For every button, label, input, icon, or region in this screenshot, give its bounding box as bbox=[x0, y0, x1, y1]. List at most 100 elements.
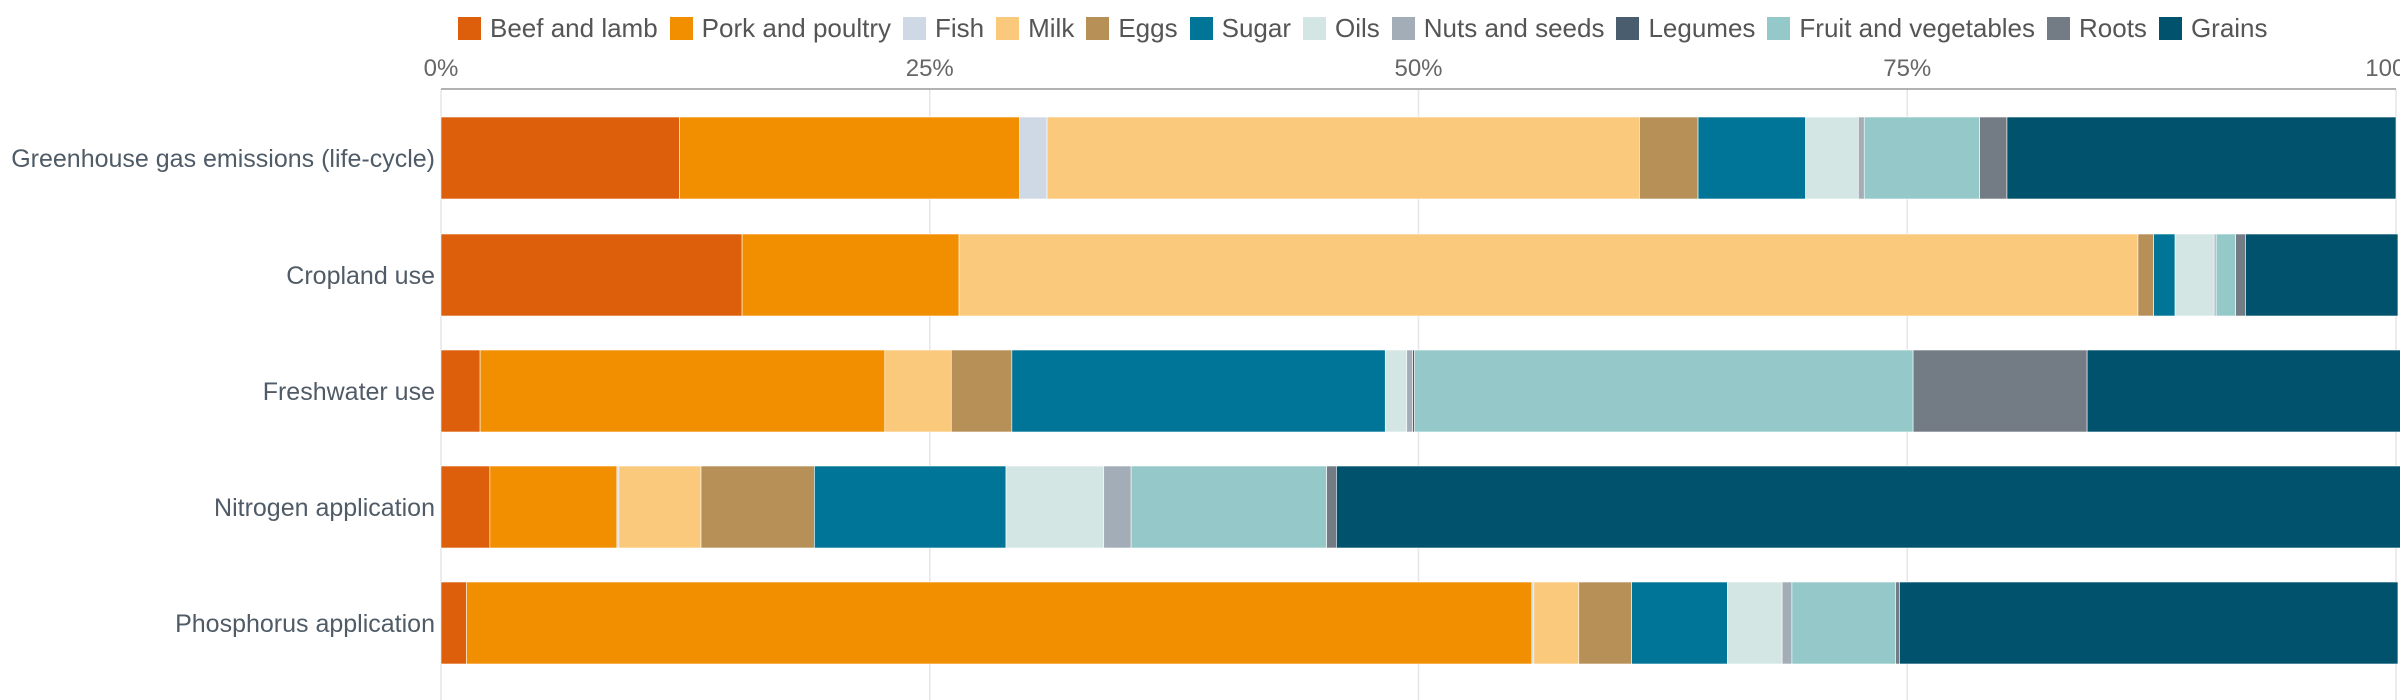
bar-segment: Sugar: 4.9% bbox=[1631, 581, 1728, 665]
bar-segment: Roots: 1.4% bbox=[1979, 116, 2008, 200]
bar-segment: Beef and lamb: 2.5% bbox=[440, 465, 491, 549]
bar-segment: Oils: 2.8% bbox=[1727, 581, 1783, 665]
bar-segment: Milk: 4.2% bbox=[618, 465, 702, 549]
bar-segment: Oils: 1.1% bbox=[1384, 349, 1408, 433]
bar-segment: Fruit and vegetables: 1% bbox=[2215, 233, 2236, 317]
bar-segment: Grains: 7.8% bbox=[2245, 233, 2399, 317]
bar-segment: Fruit and vegetables: 5.9% bbox=[1863, 116, 1980, 200]
x-tick-label: 100% bbox=[2365, 55, 2400, 82]
bar-segment: Grains: 54.6% bbox=[1336, 465, 2400, 549]
legend-item: Fruit and vegetables bbox=[1767, 13, 2035, 44]
category-label: Nitrogen application bbox=[214, 494, 435, 522]
bar-row: Beef and lamb: 1.3%Pork and poultry: 54.… bbox=[440, 581, 2399, 665]
x-tick-label: 75% bbox=[1883, 55, 1931, 82]
bar-segment: Beef and lamb: 1.3% bbox=[440, 581, 467, 665]
legend-item: Grains bbox=[2158, 13, 2268, 44]
legend-item: Oils bbox=[1303, 13, 1380, 44]
legend-swatch bbox=[2047, 16, 2071, 40]
bar-segment: Sugar: 1.1% bbox=[2153, 233, 2176, 317]
bar-segment: Pork and poultry: 6.5% bbox=[489, 465, 618, 549]
category-label: Cropland use bbox=[286, 262, 435, 290]
legend-swatch bbox=[996, 16, 1020, 40]
bar-segment: Nuts and seeds: 1.4% bbox=[1103, 465, 1132, 549]
legend-item: Beef and lamb bbox=[458, 13, 658, 44]
bar-segment: Eggs: 3.1% bbox=[950, 349, 1013, 433]
legend-label: Oils bbox=[1335, 12, 1380, 43]
x-tick-label: 0% bbox=[424, 55, 459, 82]
bar-segment: Fruit and vegetables: 25.5% bbox=[1414, 349, 1914, 433]
bar-segment: Sugar: 9.8% bbox=[814, 465, 1007, 549]
bar-segment: Eggs: 3% bbox=[1639, 116, 1699, 200]
legend-item: Legumes bbox=[1616, 13, 1755, 44]
bar-segment: Oils: 2% bbox=[2174, 233, 2215, 317]
legend-label: Fruit and vegetables bbox=[1799, 12, 2036, 43]
legend-swatch bbox=[2158, 16, 2182, 40]
bar-segment: Beef and lamb: 15.4% bbox=[440, 233, 743, 317]
bar-segment: Oils: 2.7% bbox=[1805, 116, 1859, 200]
bar-segment: Roots: 8.9% bbox=[1912, 349, 2088, 433]
legend-item: Roots bbox=[2047, 13, 2147, 44]
bar-segment: Pork and poultry: 54.5% bbox=[466, 581, 1533, 665]
bar-segment: Beef and lamb: 12.2% bbox=[440, 116, 680, 200]
bar-segment: Roots: 0.5% bbox=[2235, 233, 2246, 317]
bar-segment: Roots: 0.2% bbox=[1895, 581, 1900, 665]
bar-segment: Eggs: 2.7% bbox=[1578, 581, 1632, 665]
bar-segment: Pork and poultry: 20.7% bbox=[479, 349, 886, 433]
legend-label: Pork and poultry bbox=[701, 12, 891, 43]
legend-label: Milk bbox=[1028, 12, 1075, 43]
legend-swatch bbox=[1391, 16, 1415, 40]
bar-row: Beef and lamb: 2%Pork and poultry: 20.7%… bbox=[440, 349, 2400, 433]
legend: Beef and lamb Pork and poultry Fish Milk Egg… bbox=[458, 10, 2280, 46]
bar-segment: Grains: 19.9% bbox=[2006, 116, 2397, 200]
bar-segment: Beef and lamb: 2% bbox=[440, 349, 481, 433]
legend-item: Pork and poultry bbox=[669, 12, 891, 44]
legend-label: Eggs bbox=[1118, 12, 1178, 43]
legend-label: Nuts and seeds bbox=[1423, 12, 1605, 43]
legend-swatch bbox=[1303, 16, 1326, 40]
bar-segment: Roots: 0.5% bbox=[1326, 465, 1337, 549]
bar-segment: Milk: 3.4% bbox=[884, 349, 952, 433]
legend-swatch bbox=[1767, 16, 1791, 40]
bar-segment: Pork and poultry: 17.4% bbox=[679, 116, 1020, 200]
bar-row: Beef and lamb: 15.4%Pork and poultry: 11… bbox=[440, 233, 2399, 317]
legend-swatch bbox=[458, 16, 481, 40]
bar-segment: Grains: 16.1% bbox=[2086, 349, 2400, 433]
bar-segment: Grains: 25.5% bbox=[1899, 581, 2399, 665]
legend-swatch bbox=[1086, 16, 1110, 40]
bar-segment: Oils: 5% bbox=[1005, 465, 1105, 549]
legend-swatch bbox=[903, 16, 926, 40]
bar-segment: Milk: 60.3% bbox=[958, 233, 2139, 317]
bar-segment: Fish: 1.4% bbox=[1019, 116, 1048, 200]
bar-segment: Nuts and seeds: 0.5% bbox=[1781, 581, 1793, 665]
legend-label: Beef and lamb bbox=[490, 12, 658, 43]
legend-swatch bbox=[669, 16, 693, 40]
bar-segment: Pork and poultry: 11.1% bbox=[741, 233, 960, 317]
bar-segment: Fruit and vegetables: 5.3% bbox=[1791, 581, 1896, 665]
legend-item: Eggs bbox=[1086, 12, 1178, 44]
legend-label: Sugar bbox=[1221, 12, 1291, 43]
legend-label: Fish bbox=[935, 12, 985, 43]
legend-item: Sugar bbox=[1189, 12, 1291, 44]
x-tick-label: 50% bbox=[1394, 55, 1442, 82]
legend-item: Fish bbox=[903, 13, 984, 44]
legend-item: Nuts and seeds bbox=[1391, 12, 1605, 44]
bar-segment: Nuts and seeds: 0.3% bbox=[1406, 349, 1413, 433]
legend-swatch bbox=[1616, 16, 1640, 40]
bar-segment: Eggs: 0.8% bbox=[2137, 233, 2154, 317]
bar-segment: Eggs: 5.8% bbox=[700, 465, 815, 549]
bar-segment: Milk: 30.3% bbox=[1046, 116, 1640, 200]
bar-row: Beef and lamb: 2.5%Pork and poultry: 6.5… bbox=[440, 465, 2400, 549]
legend-item: Milk bbox=[996, 13, 1074, 44]
legend-label: Roots bbox=[2079, 12, 2147, 43]
bar-row: Beef and lamb: 12.2%Pork and poultry: 17… bbox=[440, 116, 2397, 200]
bar-segment: Milk: 2.3% bbox=[1533, 581, 1580, 665]
legend-label: Legumes bbox=[1648, 12, 1756, 43]
bar-segment: Sugar: 5.5% bbox=[1697, 116, 1806, 200]
bar-segment: Nuts and seeds: 0.3% bbox=[1858, 116, 1865, 200]
category-label: Greenhouse gas emissions (life-cycle) bbox=[11, 145, 435, 173]
x-tick-label: 25% bbox=[906, 55, 954, 82]
category-label: Freshwater use bbox=[263, 378, 435, 406]
category-label: Phosphorus application bbox=[175, 610, 435, 638]
